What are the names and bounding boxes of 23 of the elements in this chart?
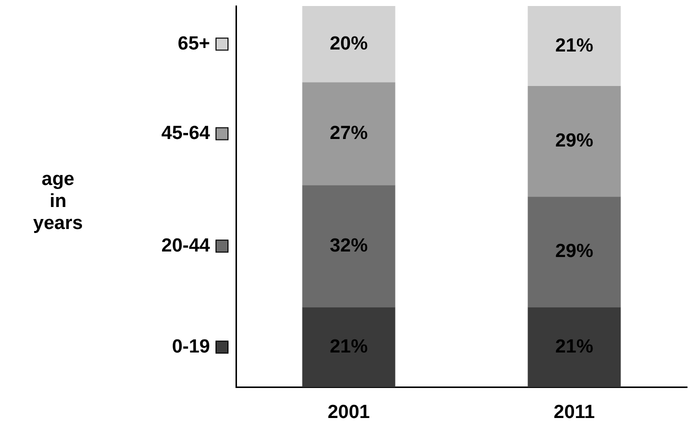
text: age in years: [33, 168, 83, 234]
data-label: 21%: [330, 336, 368, 358]
data-label: 32%: [330, 235, 368, 256]
legend-label: 65+: [178, 33, 210, 54]
data-label: 27%: [330, 122, 368, 144]
data-label: 20%: [330, 33, 368, 54]
legend-label: 0-19: [172, 336, 210, 358]
bar: [302, 307, 396, 388]
bar: [302, 6, 396, 82]
x-tick-label: 2001: [328, 402, 370, 423]
bar: [528, 6, 621, 86]
bar: [528, 86, 621, 197]
bar: [302, 185, 396, 308]
bar: [302, 82, 396, 186]
data-label: 29%: [555, 130, 594, 152]
legend-label: 20-44: [161, 235, 210, 256]
data-label: 21%: [555, 35, 594, 56]
data-label: 29%: [555, 241, 594, 262]
legend-label: 45-64: [161, 122, 210, 144]
data-label: 21%: [555, 336, 594, 358]
x-tick-label: 2011: [554, 402, 596, 423]
bar: [528, 196, 621, 308]
bar: [528, 307, 621, 388]
